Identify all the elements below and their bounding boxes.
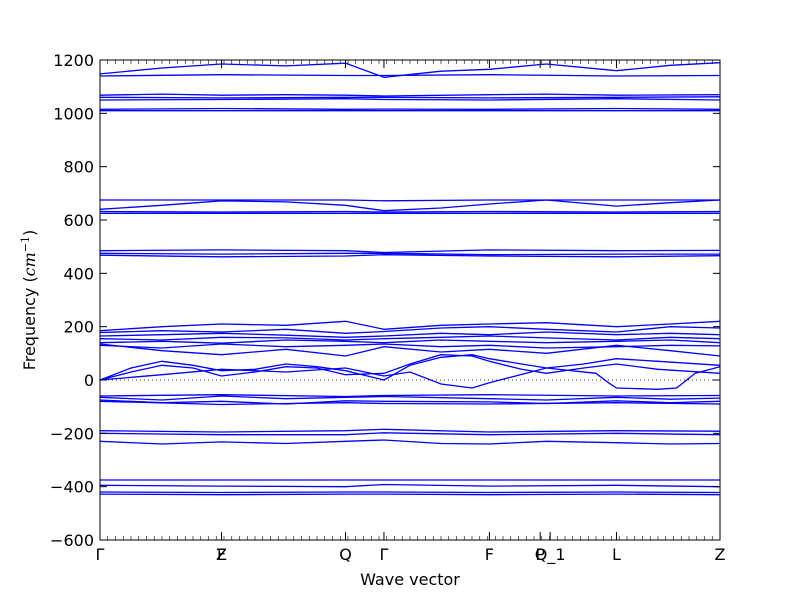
x-axis: Γ FZ Q Γ F PQ_1 L Z	[96, 60, 726, 565]
series-layer	[99, 62, 721, 496]
y-axis-title-exponent: −1	[19, 236, 32, 252]
band-line-13	[99, 252, 720, 256]
band-line-3	[99, 93, 721, 97]
y-tick-label: 600	[63, 211, 94, 230]
x-tick-label: Z	[715, 545, 726, 564]
band-line-25	[99, 394, 721, 398]
band-line-5	[99, 98, 721, 101]
band-line-30	[99, 432, 721, 436]
y-axis-title: Frequency (cm−1)	[19, 230, 39, 371]
band-line-2	[99, 74, 721, 77]
band-line-9	[99, 199, 721, 212]
band-line-34	[99, 491, 721, 494]
band-line-10	[99, 210, 721, 213]
band-line-19	[99, 339, 721, 344]
band-line-6	[99, 107, 721, 110]
x-tick-label: Γ	[379, 545, 388, 564]
x-tick-label: Z	[216, 545, 227, 564]
y-axis-title-main: Frequency (	[20, 276, 39, 370]
y-tick-label: 0	[84, 371, 94, 390]
x-axis-title: Wave vector	[360, 570, 460, 589]
x-tick-label: P	[535, 545, 545, 564]
band-line-27	[99, 399, 721, 405]
band-line-26	[99, 395, 721, 401]
band-line-15	[99, 320, 721, 332]
y-tick-label: −600	[50, 531, 94, 550]
band-line-21	[99, 343, 721, 357]
band-line-22	[99, 354, 721, 381]
x-tick-label: F	[485, 545, 494, 564]
y-tick-label: 800	[63, 158, 94, 177]
band-line-33	[99, 483, 721, 488]
y-axis-title-close: )	[20, 230, 39, 236]
band-line-1	[99, 62, 721, 78]
band-line-17	[99, 331, 721, 338]
y-axis: −600 −400 −200 0 200 400 600 800 1000 1200	[50, 51, 720, 550]
y-tick-label: −200	[50, 424, 94, 443]
band-line-18	[99, 335, 721, 341]
y-tick-label: 1200	[53, 51, 94, 70]
plot-frame	[99, 59, 721, 541]
x-tick-label: F	[217, 545, 226, 564]
x-tick-label: Q	[339, 545, 352, 564]
x-tick-label: Γ	[96, 545, 105, 564]
band-line-12	[99, 249, 721, 254]
band-line-28	[99, 400, 721, 406]
band-line-35	[99, 493, 721, 496]
band-line-29	[99, 428, 721, 433]
x-tick-label: L	[612, 545, 621, 564]
band-line-8	[100, 199, 720, 202]
band-line-24	[99, 366, 721, 390]
y-axis-title-unit: cm	[20, 252, 39, 276]
y-tick-label: 1000	[53, 104, 94, 123]
y-tick-label: −400	[50, 478, 94, 497]
band-line-31	[99, 439, 721, 445]
band-line-23	[99, 354, 721, 381]
band-line-16	[99, 326, 721, 334]
x-tick-label: Q_1	[535, 545, 566, 565]
y-tick-label: 400	[63, 264, 94, 283]
band-line-14	[99, 254, 721, 258]
y-tick-label: 200	[63, 318, 94, 337]
band-line-4	[99, 96, 721, 99]
